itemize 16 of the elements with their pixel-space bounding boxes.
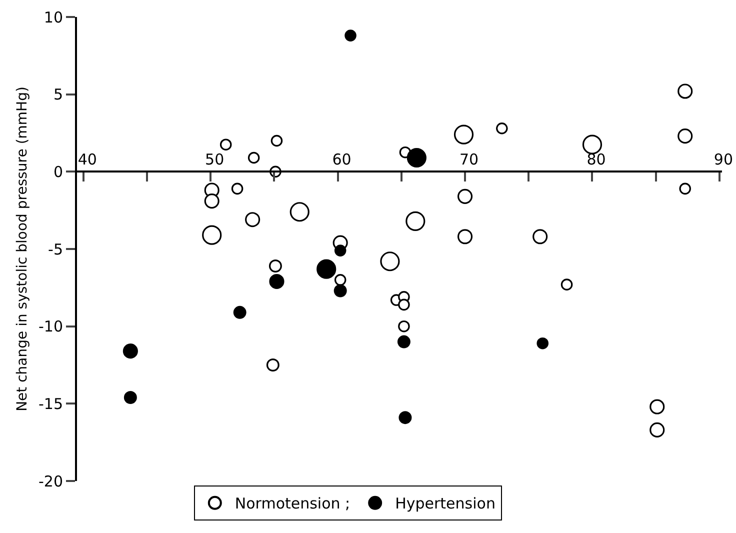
x-tick-label: 50	[205, 150, 224, 169]
y-tick-label: -15	[38, 394, 63, 413]
y-tick-label: -10	[38, 318, 63, 336]
y-tick-label: 0	[53, 162, 63, 181]
y-tick-label: 5	[53, 86, 63, 104]
legend-label: Hypertension	[395, 494, 496, 513]
y-tick-label: -20	[38, 472, 63, 490]
legend-label: Normotension ;	[234, 494, 350, 513]
y-tick-label: 10	[44, 8, 63, 26]
x-tick-label: 70	[459, 150, 479, 169]
y-tick-label: -5	[48, 240, 63, 258]
x-tick-label: 60	[332, 150, 352, 169]
x-tick-label: 90	[714, 150, 734, 169]
x-tick-label: 80	[586, 150, 606, 169]
y-axis-title: Net change in systolic blood pressure (mmHg)	[14, 86, 31, 412]
x-tick-label: 40	[78, 150, 97, 169]
